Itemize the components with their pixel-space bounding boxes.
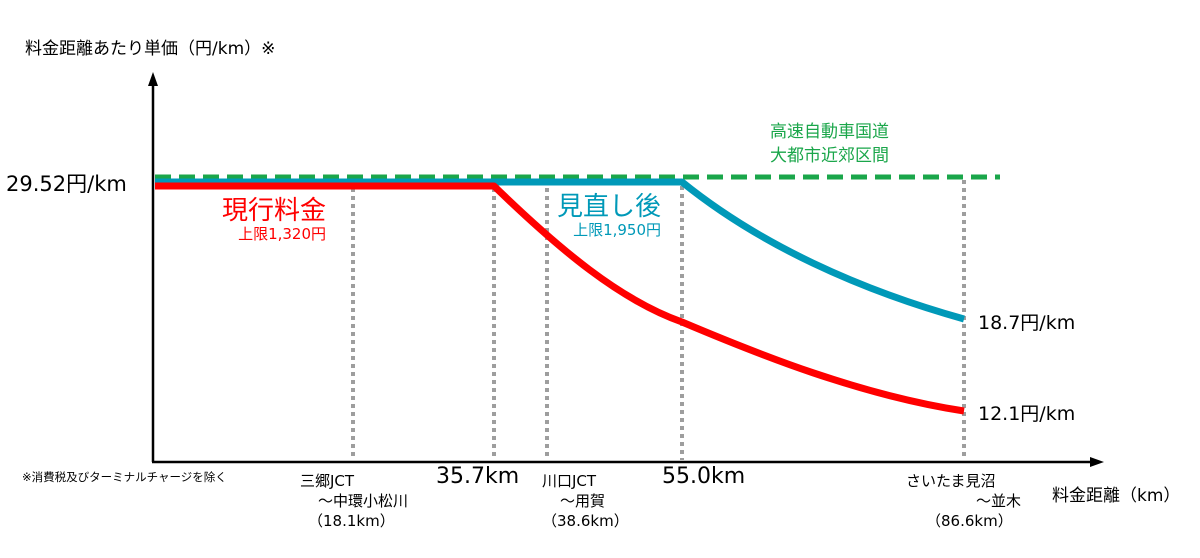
y-axis-arrow-icon	[148, 72, 158, 86]
revised-fare-cap: 上限1,950円	[573, 221, 662, 239]
ref-label-line2: ～並木	[976, 492, 1022, 510]
revised-fare-label: 見直し後 上限1,950円	[557, 192, 661, 239]
ref-label-line3: （86.6km）	[926, 512, 1013, 530]
x-axis-arrow-icon	[1090, 457, 1104, 467]
ref-label-misato: 三郷JCT ～中環小松川 （18.1km）	[300, 471, 408, 531]
series-revised	[155, 178, 965, 323]
ref-label-line2: ～中環小松川	[318, 492, 409, 510]
expressway-label: 高速自動車国道 大都市近郊区間	[770, 120, 889, 168]
x-tick-35.7km: 35.7km	[436, 464, 520, 489]
x-axis-title: 料金距離（km）	[1052, 486, 1181, 506]
current-end-value: 12.1円/km	[978, 403, 1076, 425]
expressway-label-line1: 高速自動車国道	[770, 122, 889, 142]
ref-label-line3: （38.6km）	[542, 512, 629, 530]
ref-label-kawaguchi: 川口JCT ～用賀 （38.6km）	[542, 471, 629, 531]
x-tick-55.0km: 55.0km	[662, 464, 746, 489]
ref-label-saitama: さいたま見沼 ～並木 （86.6km）	[906, 471, 1021, 531]
ref-label-line2: ～用賀	[560, 492, 606, 510]
y-axis-title: 料金距離あたり単価（円/km）※	[25, 39, 276, 59]
ref-label-line1: 三郷JCT	[300, 472, 355, 490]
expressway-label-line2: 大都市近郊区間	[770, 146, 889, 166]
revised-fare-title: 見直し後	[557, 192, 662, 222]
ref-label-line1: さいたま見沼	[906, 472, 996, 490]
ref-label-line1: 川口JCT	[542, 472, 597, 490]
current-fare-cap: 上限1,320円	[238, 225, 327, 243]
footnote: ※消費税及びターミナルチャージを除く	[22, 470, 227, 484]
ref-label-line3: （18.1km）	[308, 512, 395, 530]
revised-end-value: 18.7円/km	[978, 312, 1076, 334]
series-current	[155, 182, 965, 415]
current-fare-title: 現行料金	[222, 196, 327, 226]
y-tick-label: 29.52円/km	[6, 172, 127, 196]
current-fare-label: 現行料金 上限1,320円	[222, 196, 326, 243]
